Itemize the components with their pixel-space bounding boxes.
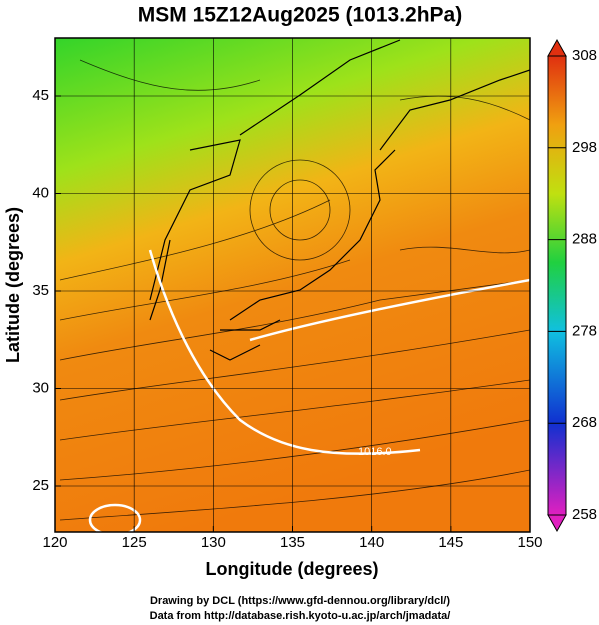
title: MSM 15Z12Aug2025 (1013.2hPa) — [138, 4, 462, 27]
y-tick-label: 45 — [32, 87, 49, 104]
streamlines — [59, 59, 530, 521]
y-axis-label: Latitude (degrees) — [3, 207, 23, 363]
colorbar-tick-label: 298 — [572, 139, 597, 156]
x-axis-label: Longitude (degrees) — [205, 559, 378, 579]
colorbar-tick-label: 258 — [572, 506, 597, 523]
y-tick-label: 25 — [32, 477, 49, 494]
coastlines — [149, 39, 530, 361]
colorbar-tick-label: 278 — [572, 322, 597, 339]
grid — [55, 38, 530, 532]
isobars — [88, 249, 530, 532]
contour-label: 1016.0 — [358, 446, 392, 458]
x-tick-label: 135 — [280, 534, 305, 551]
colorbar-tick-label: 308 — [572, 47, 597, 64]
credit: Data from http://database.rish.kyoto-u.a… — [150, 610, 451, 622]
x-tick-label: 140 — [359, 534, 384, 551]
colorbar-tick-label: 288 — [572, 231, 597, 248]
y-tick-label: 30 — [32, 379, 49, 396]
y-tick-label: 35 — [32, 282, 49, 299]
colorbar — [547, 55, 567, 516]
map-area: 1016.0 — [55, 38, 530, 532]
x-tick-label: 150 — [517, 534, 542, 551]
colorbar-bottom-arrow — [547, 514, 567, 533]
x-tick-label: 145 — [438, 534, 463, 551]
colorbar-top-arrow — [547, 38, 567, 57]
x-tick-label: 130 — [201, 534, 226, 551]
y-tick-label: 40 — [32, 184, 49, 201]
x-tick-label: 120 — [42, 534, 67, 551]
credit: Drawing by DCL (https://www.gfd-dennou.o… — [150, 595, 450, 607]
colorbar-tick-label: 268 — [572, 414, 597, 431]
x-tick-label: 125 — [122, 534, 147, 551]
